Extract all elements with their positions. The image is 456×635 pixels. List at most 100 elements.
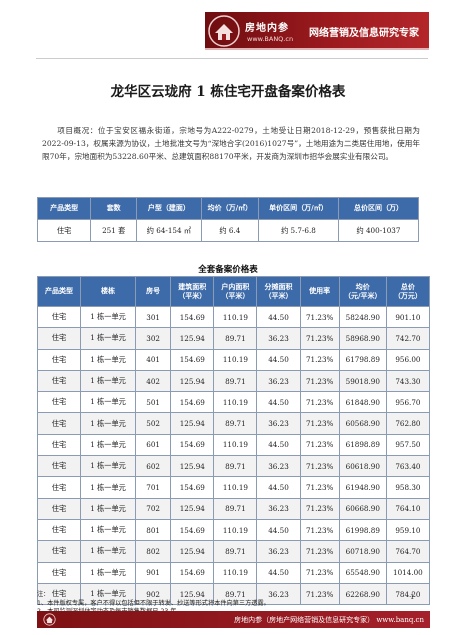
table-cell: 59018.90 <box>338 369 387 393</box>
summary-header-cell: 户型（建面） <box>136 197 202 220</box>
summary-cell: 约 5.7-6.8 <box>257 219 339 242</box>
table-cell: 71.23% <box>299 518 340 542</box>
table-cell: 44.50 <box>256 476 301 499</box>
table-cell: 71.23% <box>299 412 340 435</box>
header-divider <box>36 58 428 59</box>
table-cell: 701 <box>134 476 172 499</box>
table-cell: 602 <box>134 455 172 478</box>
table-cell: 1 栋一单元 <box>80 476 136 499</box>
table-cell: 402 <box>134 369 172 393</box>
table-cell: 65548.90 <box>338 561 387 584</box>
table-cell: 401 <box>134 348 172 371</box>
table-cell: 125.94 <box>170 369 215 393</box>
table-cell: 住宅 <box>36 497 82 520</box>
table-cell: 763.40 <box>385 455 431 478</box>
house-logo-icon <box>208 15 240 47</box>
table-cell: 1 栋一单元 <box>80 412 136 435</box>
table-cell: 36.23 <box>256 369 301 393</box>
table-cell: 959.10 <box>385 518 431 542</box>
project-summary: 项目概况：位于宝安区福永街道，宗地号为A222-0279，土地受让日期2018-… <box>42 124 420 163</box>
banner-url[interactable]: www.BANQ.cn <box>247 35 294 43</box>
detail-header-cell: 房号 <box>134 276 172 307</box>
table-cell: 89.71 <box>213 540 258 563</box>
table-cell: 154.69 <box>170 391 215 414</box>
summary-header-cell: 套数 <box>90 197 138 220</box>
table-cell: 89.71 <box>213 369 258 393</box>
table-cell: 501 <box>134 391 172 414</box>
table-cell: 71.23% <box>299 455 340 478</box>
table-cell: 110.19 <box>213 518 258 542</box>
table-cell: 89.71 <box>213 497 258 520</box>
table-cell: 1 栋一单元 <box>80 518 136 542</box>
footer-text: 房地内参（房地产网络营销及信息研究专家） www.banq.cn <box>234 616 424 624</box>
table-cell: 60718.90 <box>338 540 387 563</box>
table-cell: 61948.90 <box>338 476 387 499</box>
detail-header-cell: 分摊面积 （平米） <box>256 276 301 307</box>
table-cell: 住宅 <box>36 476 82 499</box>
table-cell: 110.19 <box>213 561 258 584</box>
table-cell: 住宅 <box>36 369 82 393</box>
table-cell: 1 栋一单元 <box>80 391 136 414</box>
detail-header-cell: 户内面积 （平米） <box>213 276 258 307</box>
table-cell: 60668.90 <box>338 497 387 520</box>
table-cell: 1 栋一单元 <box>80 497 136 520</box>
table-cell: 36.23 <box>256 412 301 435</box>
summary-header-cell: 均价（万/㎡） <box>200 197 259 220</box>
detail-header-row: 产品类型 楼栋 房号 建筑面积 （平米） 户内面积 （平米） 分摊面积 （平米）… <box>36 276 431 307</box>
table-cell: 1 栋一单元 <box>80 348 136 371</box>
table-row: 住宅 1 栋一单元 802 125.94 89.71 36.23 71.23% 60718.9… <box>36 540 431 563</box>
table-cell: 36.23 <box>256 455 301 478</box>
table-cell: 154.69 <box>170 518 215 542</box>
detail-table-title: 全套备案价格表 <box>198 265 258 275</box>
table-cell: 住宅 <box>36 561 82 584</box>
table-cell: 1 栋一单元 <box>80 433 136 457</box>
table-row: 住宅 1 栋一单元 801 154.69 110.19 44.50 71.23% 61998.… <box>36 518 431 542</box>
table-cell: 957.50 <box>385 433 431 457</box>
house-logo-icon <box>43 613 56 626</box>
table-cell: 958.30 <box>385 476 431 499</box>
table-cell: 62268.90 <box>338 582 387 606</box>
summary-cell: 约 6.4 <box>200 219 259 242</box>
table-cell: 89.71 <box>213 582 258 606</box>
table-cell: 60568.90 <box>338 412 387 435</box>
table-cell: 44.50 <box>256 305 301 329</box>
table-cell: 1014.00 <box>385 561 431 584</box>
table-cell: 125.94 <box>170 412 215 435</box>
table-cell: 61898.89 <box>338 433 387 457</box>
detail-header-cell: 楼栋 <box>80 276 136 307</box>
table-cell: 154.69 <box>170 305 215 329</box>
table-cell: 743.30 <box>385 369 431 393</box>
detail-header-cell: 均价 （元/平米） <box>338 276 387 307</box>
project-summary-text: 项目概况：位于宝安区福永街道，宗地号为A222-0279，土地受让日期2018-… <box>42 126 420 161</box>
page-number: 1 <box>410 593 415 601</box>
table-cell: 61998.89 <box>338 518 387 542</box>
brand-banner: 房地内参 www.BANQ.cn 网络营销及信息研究专家 <box>205 12 429 50</box>
table-row: 住宅 1 栋一单元 901 154.69 110.19 44.50 71.23% 65548.… <box>36 561 431 584</box>
detail-price-table: 产品类型 楼栋 房号 建筑面积 （平米） 户内面积 （平米） 分摊面积 （平米）… <box>36 276 431 606</box>
table-cell: 302 <box>134 327 172 350</box>
summary-header-cell: 产品类型 <box>36 197 92 220</box>
table-cell: 902 <box>134 582 172 606</box>
table-cell: 44.50 <box>256 561 301 584</box>
table-cell: 71.23% <box>299 348 340 371</box>
summary-cell: 约 400-1037 <box>337 219 420 242</box>
table-row: 住宅 1 栋一单元 402 125.94 89.71 36.23 71.23% 59018.9… <box>36 369 431 393</box>
table-row: 住宅 1 栋一单元 601 154.69 110.19 44.50 71.23% 61898.… <box>36 433 431 457</box>
table-cell: 956.00 <box>385 348 431 371</box>
summary-cell: 251 套 <box>90 219 138 242</box>
table-cell: 61798.89 <box>338 348 387 371</box>
table-cell: 502 <box>134 412 172 435</box>
table-row: 住宅 1 栋一单元 501 154.69 110.19 44.50 71.23% 61848.… <box>36 391 431 414</box>
table-cell: 36.23 <box>256 497 301 520</box>
table-cell: 762.80 <box>385 412 431 435</box>
table-cell: 71.23% <box>299 305 340 329</box>
table-cell: 61848.90 <box>338 391 387 414</box>
summary-header-row: 产品类型 套数 户型（建面） 均价（万/㎡） 单价区间（万/㎡） 总价区间（万） <box>36 197 420 220</box>
notes-label: 注： <box>37 591 50 598</box>
table-cell: 44.50 <box>256 518 301 542</box>
table-cell: 36.23 <box>256 327 301 350</box>
table-cell: 1 栋一单元 <box>80 305 136 329</box>
table-cell: 1 栋一单元 <box>80 455 136 478</box>
table-cell: 71.23% <box>299 561 340 584</box>
summary-table: 产品类型 套数 户型（建面） 均价（万/㎡） 单价区间（万/㎡） 总价区间（万）… <box>36 197 420 242</box>
